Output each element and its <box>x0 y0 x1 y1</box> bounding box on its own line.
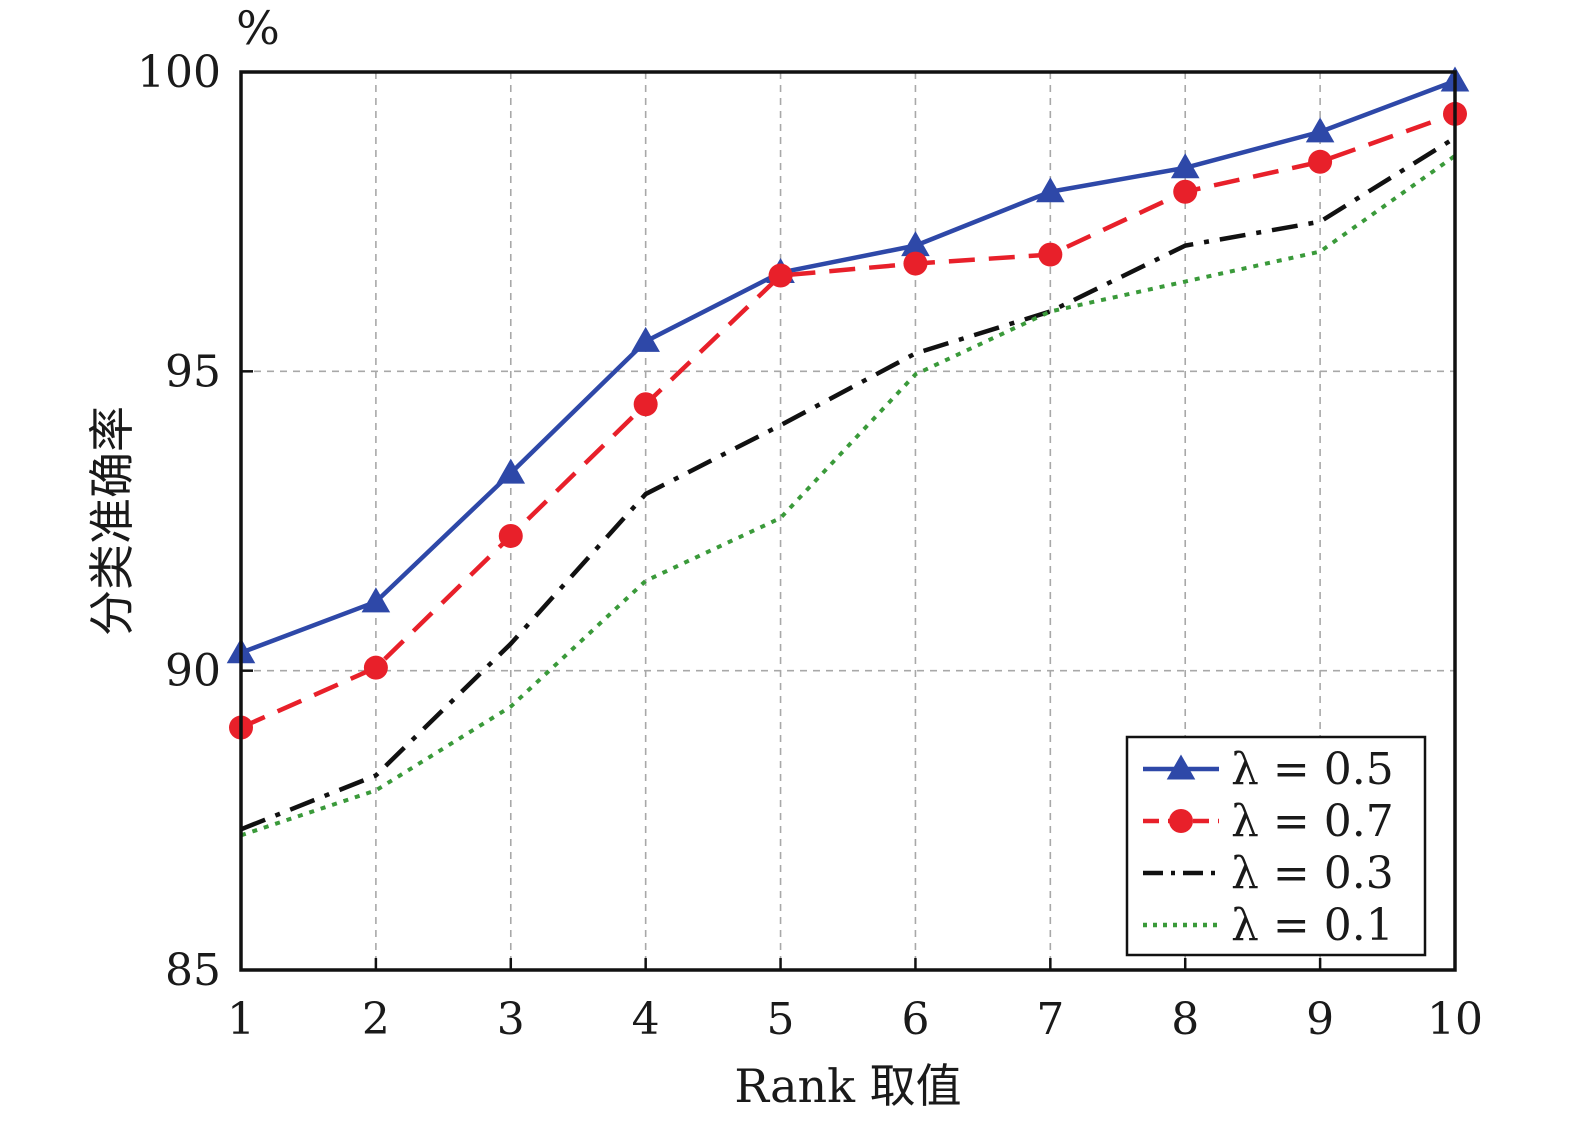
data-point <box>1036 177 1065 203</box>
y-axis-label: 分类准确率 <box>85 406 139 636</box>
x-tick-label: 3 <box>497 994 525 1045</box>
series-1 <box>226 66 1470 664</box>
data-point <box>1308 149 1333 174</box>
data-point <box>903 251 928 276</box>
legend-label: λ = 0.5 <box>1231 744 1394 795</box>
x-tick-label: 10 <box>1427 994 1483 1045</box>
series-line <box>240 78 1456 655</box>
x-tick-label: 9 <box>1306 994 1334 1045</box>
data-point <box>1173 179 1198 204</box>
data-point <box>1038 242 1063 267</box>
legend-item: λ = 0.1 <box>1143 900 1394 951</box>
y-tick-label: 90 <box>165 646 221 697</box>
data-point <box>631 326 660 352</box>
x-tick-label: 5 <box>767 994 795 1045</box>
legend-item: λ = 0.3 <box>1143 848 1394 899</box>
y-axis-unit: % <box>236 1 280 55</box>
x-tick-label: 1 <box>227 994 255 1045</box>
series-3 <box>240 135 1457 832</box>
y-tick-label: 95 <box>165 346 221 397</box>
legend-item: λ = 0.5 <box>1143 744 1394 795</box>
x-tick-label: 6 <box>901 994 929 1045</box>
series-layer <box>226 66 1470 838</box>
series-line <box>240 135 1457 832</box>
legend-label: λ = 0.7 <box>1231 796 1394 847</box>
series-2 <box>229 101 1467 740</box>
y-tick-label: 100 <box>137 47 221 98</box>
x-tick-label: 4 <box>632 994 660 1045</box>
y-tick-label: 85 <box>165 945 221 996</box>
data-point <box>496 458 526 484</box>
x-tick-label: 8 <box>1171 994 1199 1045</box>
legend-label: λ = 0.1 <box>1231 900 1394 951</box>
data-point <box>1305 117 1335 143</box>
legend: λ = 0.5λ = 0.7λ = 0.3λ = 0.1 <box>1125 735 1427 957</box>
legend-marker <box>1169 809 1193 833</box>
data-point <box>768 263 793 288</box>
series-line <box>240 111 1456 730</box>
data-point <box>363 655 388 680</box>
series-line <box>240 154 1457 838</box>
data-point <box>1170 153 1200 179</box>
data-point <box>361 587 391 613</box>
x-axis-label: Rank 取值 <box>734 1059 961 1113</box>
x-tick-label: 2 <box>362 994 390 1045</box>
x-tick-label: 7 <box>1036 994 1064 1045</box>
data-point <box>633 392 658 417</box>
tick-layer: 1 2 3 4 5 6 7 8 9 10 85 90 95 100 <box>137 47 1483 1045</box>
legend-marker <box>1166 754 1196 780</box>
legend-item: λ = 0.7 <box>1143 796 1394 847</box>
grid-layer <box>241 72 1455 970</box>
legend-label: λ = 0.3 <box>1231 848 1394 899</box>
plot-frame <box>239 70 1457 972</box>
series-4 <box>240 154 1457 838</box>
data-point <box>498 523 523 548</box>
